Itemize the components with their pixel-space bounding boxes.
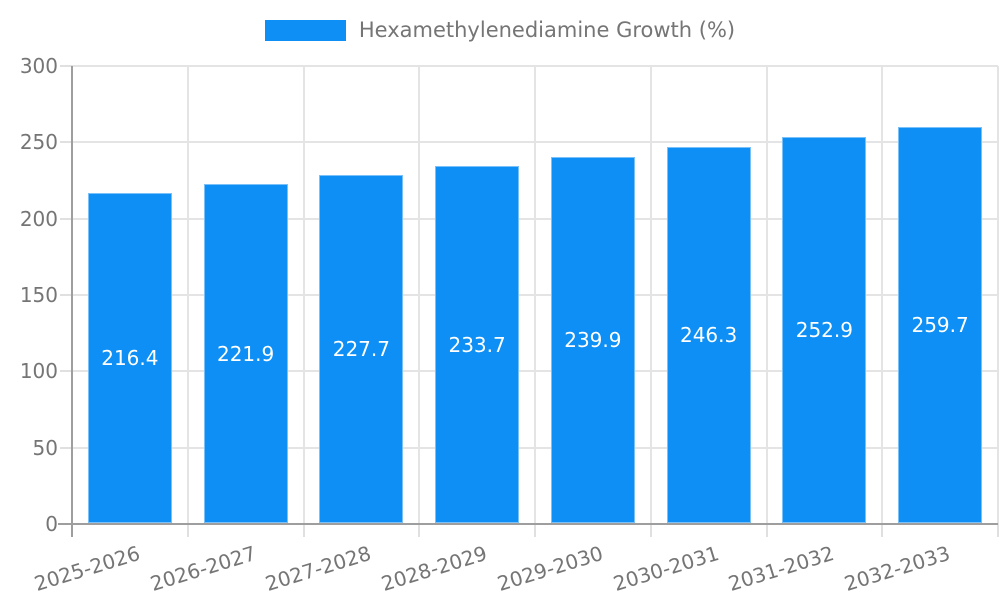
x-axis-tick: [997, 524, 999, 537]
x-axis-tick: [186, 524, 189, 537]
y-axis-line: [71, 66, 73, 537]
y-tick-label: 0: [45, 512, 58, 536]
y-tick-label: 200: [19, 206, 58, 231]
y-axis-tick: [60, 446, 72, 449]
bar[interactable]: [319, 175, 404, 523]
gridline-vertical: [302, 66, 305, 524]
bar[interactable]: [87, 192, 172, 523]
legend-label: Hexamethylenediamine Growth (%): [358, 18, 736, 42]
bar[interactable]: [435, 166, 520, 523]
y-tick-label: 300: [19, 54, 58, 78]
gridline-vertical: [534, 66, 536, 524]
gridline-vertical: [765, 66, 768, 524]
bar-value-label: 246.3: [679, 322, 738, 347]
bar[interactable]: [782, 136, 867, 523]
x-tick-label: 2028-2029: [378, 541, 490, 596]
y-axis-tick: [60, 294, 72, 296]
bar[interactable]: [550, 156, 635, 523]
bar-value-label: 252.9: [795, 317, 853, 342]
y-axis-tick: [60, 217, 72, 220]
gridline-vertical: [997, 66, 999, 524]
bar-value-label: 216.4: [101, 345, 159, 370]
y-tick-label: 150: [19, 283, 58, 307]
legend[interactable]: Hexamethylenediamine Growth (%): [0, 18, 1000, 42]
gridline-vertical: [418, 66, 421, 524]
bar-value-label: 239.9: [564, 327, 622, 352]
x-tick-label: 2030-2031: [610, 541, 722, 596]
bar[interactable]: [898, 126, 983, 523]
x-axis-tick: [302, 524, 305, 537]
x-tick-label: 2025-2026: [31, 541, 143, 596]
gridline-vertical: [186, 66, 189, 524]
legend-swatch: [264, 19, 346, 41]
x-axis-line: [58, 523, 998, 525]
x-tick-label: 2032-2033: [841, 541, 953, 596]
x-tick-label: 2026-2027: [147, 541, 259, 596]
x-tick-label: 2027-2028: [262, 541, 375, 596]
y-axis-tick: [60, 65, 72, 67]
x-axis-tick: [649, 524, 652, 537]
x-tick-label: 2029-2030: [494, 541, 606, 596]
x-axis-tick: [765, 524, 768, 537]
x-axis-tick: [418, 524, 421, 537]
bar-value-label: 221.9: [216, 341, 275, 366]
x-tick-label: 2031-2032: [725, 541, 838, 596]
y-tick-label: 100: [19, 359, 58, 384]
y-axis-tick: [60, 370, 72, 373]
x-axis-tick: [534, 524, 536, 537]
gridline-vertical: [649, 66, 652, 524]
y-tick-label: 50: [32, 435, 58, 460]
bar-value-label: 259.7: [911, 312, 969, 337]
x-axis-tick: [881, 524, 884, 537]
bar[interactable]: [203, 184, 288, 523]
bar[interactable]: [666, 146, 751, 523]
y-axis-tick: [60, 141, 72, 144]
gridline-vertical: [881, 66, 884, 524]
bar-value-label: 227.7: [332, 337, 390, 362]
y-tick-label: 250: [19, 130, 58, 155]
bar-value-label: 233.7: [448, 332, 506, 357]
